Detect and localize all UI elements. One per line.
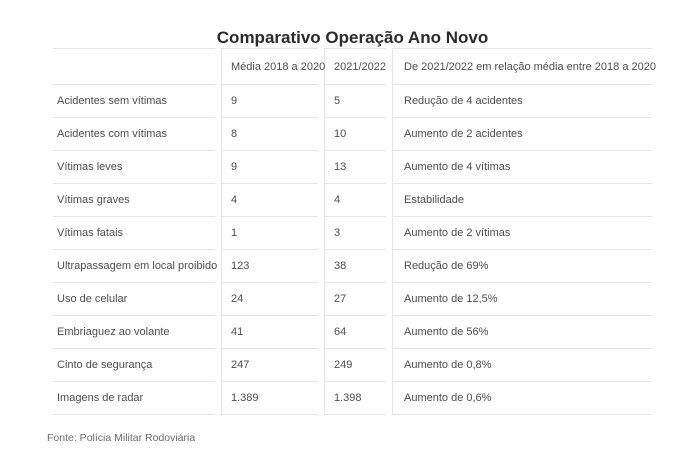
media-value-cell: 9 bbox=[221, 85, 318, 118]
row-label-cell: Embriaguez ao volante bbox=[53, 316, 215, 349]
column-header-empty bbox=[53, 48, 215, 85]
comparison-cell: Aumento de 0,6% bbox=[392, 382, 652, 415]
table-row: Uso de celular 24 27 Aumento de 12,5% bbox=[53, 283, 652, 316]
comparison-cell: Aumento de 4 vítimas bbox=[392, 151, 652, 184]
table-row: Ultrapassagem em local proibido 123 38 Redu… bbox=[53, 250, 652, 283]
comparison-table: Média 2018 a 2020 2021/2022 De 2021/2022… bbox=[47, 48, 658, 415]
media-value-cell: 8 bbox=[221, 118, 318, 151]
current-value-cell: 3 bbox=[324, 217, 386, 250]
current-value-cell: 4 bbox=[324, 184, 386, 217]
row-label-cell: Imagens de radar bbox=[53, 382, 215, 415]
row-label-cell: Vítimas leves bbox=[53, 151, 215, 184]
current-value-cell: 249 bbox=[324, 349, 386, 382]
source-caption: Fonte: Polícia Militar Rodoviária bbox=[47, 432, 196, 444]
media-value-cell: 4 bbox=[221, 184, 318, 217]
media-value-cell: 41 bbox=[221, 316, 318, 349]
media-value-cell: 1 bbox=[221, 217, 318, 250]
row-label-cell: Uso de celular bbox=[53, 283, 215, 316]
header-row: Média 2018 a 2020 2021/2022 De 2021/2022… bbox=[53, 48, 656, 85]
row-label-cell: Acidentes sem vítimas bbox=[53, 85, 215, 118]
media-value-cell: 24 bbox=[221, 283, 318, 316]
table-header: Média 2018 a 2020 2021/2022 De 2021/2022… bbox=[53, 48, 656, 85]
row-label-cell: Vítimas fatais bbox=[53, 217, 215, 250]
media-value-cell: 247 bbox=[221, 349, 318, 382]
comparison-cell: Aumento de 2 vítimas bbox=[392, 217, 652, 250]
comparison-cell: Estabilidade bbox=[392, 184, 652, 217]
row-label-cell: Ultrapassagem em local proibido bbox=[53, 250, 217, 283]
media-value-cell: 9 bbox=[221, 151, 318, 184]
current-value-cell: 38 bbox=[324, 250, 386, 283]
table-row: Acidentes com vítimas 8 10 Aumento de 2 aci… bbox=[53, 118, 652, 151]
row-label-cell: Vítimas graves bbox=[53, 184, 215, 217]
table-row: Imagens de radar 1.389 1.398 Aumento de 0,6… bbox=[53, 382, 652, 415]
current-value-cell: 10 bbox=[324, 118, 386, 151]
comparison-cell: Redução de 69% bbox=[392, 250, 652, 283]
current-value-cell: 13 bbox=[324, 151, 386, 184]
table-row: Vítimas graves 4 4 Estabilidade bbox=[53, 184, 652, 217]
column-header-media-2018-2020: Média 2018 a 2020 bbox=[221, 48, 325, 85]
column-header-2021-2022: 2021/2022 bbox=[324, 48, 386, 85]
table-body: Acidentes sem vítimas 9 5 Redução de 4 acid… bbox=[53, 85, 652, 415]
media-value-cell: 1.389 bbox=[221, 382, 318, 415]
comparison-cell: Aumento de 56% bbox=[392, 316, 652, 349]
current-value-cell: 5 bbox=[324, 85, 386, 118]
comparison-cell: Redução de 4 acidentes bbox=[392, 85, 652, 118]
row-label-cell: Acidentes com vítimas bbox=[53, 118, 215, 151]
comparison-cell: Aumento de 0,8% bbox=[392, 349, 652, 382]
table-container: Comparativo Operação Ano Novo Média 2018… bbox=[47, 27, 658, 444]
page-title: Comparativo Operação Ano Novo bbox=[216, 28, 489, 47]
comparison-cell: Aumento de 2 acidentes bbox=[392, 118, 652, 151]
row-label-cell: Cinto de segurança bbox=[53, 349, 215, 382]
table-row: Acidentes sem vítimas 9 5 Redução de 4 acid… bbox=[53, 85, 652, 118]
current-value-cell: 27 bbox=[324, 283, 386, 316]
comparison-cell: Aumento de 12,5% bbox=[392, 283, 652, 316]
current-value-cell: 64 bbox=[324, 316, 386, 349]
table-row: Cinto de segurança 247 249 Aumento de 0,8% bbox=[53, 349, 652, 382]
media-value-cell: 123 bbox=[221, 250, 318, 283]
table-row: Vítimas leves 9 13 Aumento de 4 vítimas bbox=[53, 151, 652, 184]
column-header-comparison: De 2021/2022 em relação média entre 2018… bbox=[392, 48, 656, 85]
current-value-cell: 1.398 bbox=[324, 382, 386, 415]
table-row: Embriaguez ao volante 41 64 Aumento de 56% bbox=[53, 316, 652, 349]
table-row: Vítimas fatais 1 3 Aumento de 2 vítimas bbox=[53, 217, 652, 250]
